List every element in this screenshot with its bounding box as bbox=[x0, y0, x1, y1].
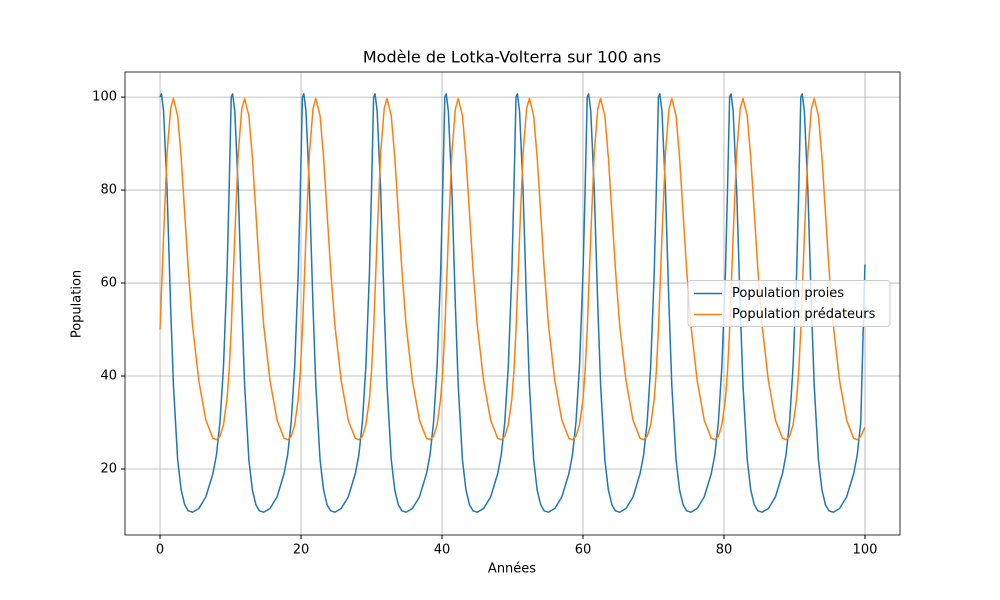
x-tick-label: 80 bbox=[716, 543, 733, 558]
x-axis-label: Années bbox=[488, 562, 536, 577]
legend: Population proies Population prédateurs bbox=[687, 280, 891, 327]
y-tick-label: 100 bbox=[92, 90, 117, 105]
plot-frame bbox=[124, 71, 901, 536]
x-tick-label: 100 bbox=[853, 543, 878, 558]
y-tick-label: 80 bbox=[100, 183, 117, 198]
x-tick-label: 40 bbox=[434, 543, 451, 558]
legend-label: Population proies bbox=[732, 286, 844, 301]
x-tick-label: 20 bbox=[293, 543, 310, 558]
x-tick-label: 0 bbox=[156, 543, 164, 558]
chart-title: Modèle de Lotka-Volterra sur 100 ans bbox=[363, 48, 661, 67]
legend-box bbox=[687, 280, 891, 327]
legend-label: Population prédateurs bbox=[732, 307, 876, 322]
y-axis-label: Population bbox=[70, 270, 85, 338]
y-tick-label: 40 bbox=[100, 369, 117, 384]
series-line bbox=[159, 97, 866, 441]
y-tick-label: 20 bbox=[100, 461, 117, 476]
y-tick-label: 60 bbox=[100, 276, 117, 291]
x-tick-label: 60 bbox=[575, 543, 592, 558]
